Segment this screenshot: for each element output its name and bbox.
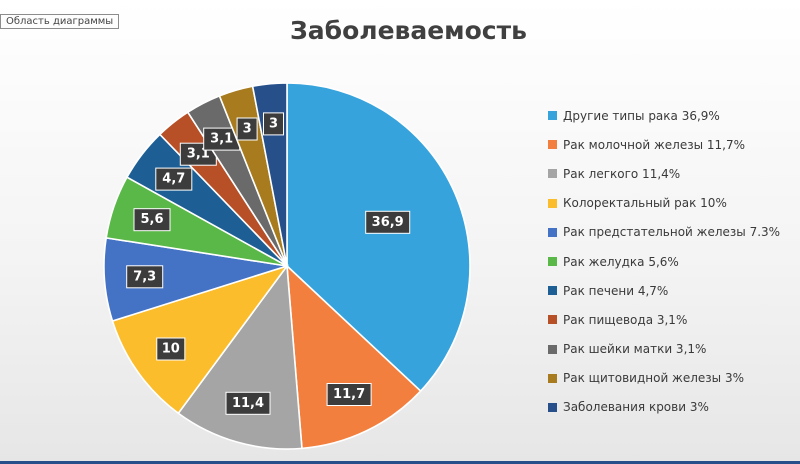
legend-item: Рак молочной железы 11,7% bbox=[548, 130, 780, 159]
data-label: 3,1 bbox=[203, 127, 241, 151]
data-label-box bbox=[263, 112, 284, 136]
data-label-box bbox=[126, 265, 164, 289]
legend-swatch bbox=[548, 257, 557, 267]
legend-swatch bbox=[548, 111, 557, 121]
legend-swatch bbox=[548, 286, 557, 296]
pie-slice bbox=[286, 82, 471, 393]
data-label-box bbox=[326, 383, 372, 406]
legend-item: Заболевания крови 3% bbox=[548, 393, 780, 422]
data-label-text: 7,3 bbox=[133, 269, 156, 284]
pie-slice bbox=[286, 263, 422, 450]
chart-area-tag[interactable]: Область диаграммы bbox=[0, 14, 120, 29]
legend-item: Рак шейки матки 3,1% bbox=[548, 335, 780, 364]
data-label-box bbox=[365, 210, 411, 234]
legend-swatch bbox=[548, 344, 557, 354]
legend-item: Рак пищевода 3,1% bbox=[548, 305, 780, 334]
legend-item: Рак предстательной железы 7.3% bbox=[548, 218, 780, 247]
data-label-text: 3 bbox=[243, 122, 252, 137]
legend-swatch bbox=[548, 373, 557, 383]
legend-label: Рак молочной железы 11,7% bbox=[563, 137, 745, 152]
legend-item: Рак желудка 5,6% bbox=[548, 247, 780, 276]
legend-label: Рак желудка 5,6% bbox=[563, 254, 679, 269]
data-label-text: 11,4 bbox=[232, 396, 264, 411]
data-label: 7,3 bbox=[126, 265, 164, 289]
legend-label: Заболевания крови 3% bbox=[563, 400, 709, 415]
legend-swatch bbox=[548, 198, 557, 208]
data-label-text: 3 bbox=[269, 116, 278, 131]
legend-swatch bbox=[548, 315, 557, 325]
data-label-text: 36,9 bbox=[372, 215, 404, 230]
data-label-text: 5,6 bbox=[140, 212, 163, 227]
legend-item: Рак легкого 11,4% bbox=[548, 159, 780, 188]
legend-label: Рак щитовидной железы 3% bbox=[563, 371, 745, 386]
bottom-divider bbox=[0, 461, 800, 464]
data-label-box bbox=[225, 391, 271, 415]
data-label-box bbox=[155, 167, 193, 191]
data-label-text: 3,1 bbox=[210, 132, 233, 147]
data-label-text: 10 bbox=[162, 342, 180, 357]
data-label: 10 bbox=[156, 337, 186, 361]
legend-swatch bbox=[548, 402, 557, 412]
data-label: 5,6 bbox=[133, 208, 171, 232]
legend-label: Рак печени 4,7% bbox=[563, 283, 669, 298]
legend-label: Рак пищевода 3,1% bbox=[563, 312, 688, 327]
data-label-box bbox=[236, 117, 258, 141]
legend-item: Колоректальный рак 10% bbox=[548, 189, 780, 218]
legend-item: Рак щитовидной железы 3% bbox=[548, 364, 780, 393]
data-label: 11,7 bbox=[326, 383, 372, 406]
data-label-box bbox=[133, 208, 171, 232]
chart-title: Заболеваемость bbox=[290, 16, 527, 45]
data-label-text: 4,7 bbox=[162, 172, 185, 187]
data-label: 36,9 bbox=[365, 210, 411, 234]
chart-legend: Другие типы рака 36,9% Рак молочной желез… bbox=[548, 101, 780, 422]
data-label: 4,7 bbox=[155, 167, 193, 191]
legend-swatch bbox=[548, 140, 557, 150]
legend-label: Рак шейки матки 3,1% bbox=[563, 342, 707, 357]
data-label-box bbox=[156, 337, 186, 361]
legend-item: Рак печени 4,7% bbox=[548, 276, 780, 305]
data-label: 3 bbox=[263, 112, 284, 136]
legend-swatch bbox=[548, 169, 557, 179]
legend-label: Другие типы рака 36,9% bbox=[563, 108, 720, 123]
legend-label: Колоректальный рак 10% bbox=[563, 196, 727, 211]
data-label: 3 bbox=[236, 117, 258, 141]
pie-slice bbox=[111, 264, 290, 415]
legend-label: Рак легкого 11,4% bbox=[563, 166, 681, 181]
data-label: 11,4 bbox=[225, 391, 271, 415]
legend-item: Другие типы рака 36,9% bbox=[548, 101, 780, 130]
data-label-text: 11,7 bbox=[333, 387, 365, 402]
legend-label: Рак предстательной железы 7.3% bbox=[563, 225, 781, 240]
legend-swatch bbox=[548, 227, 557, 237]
pie-slice bbox=[177, 263, 303, 450]
